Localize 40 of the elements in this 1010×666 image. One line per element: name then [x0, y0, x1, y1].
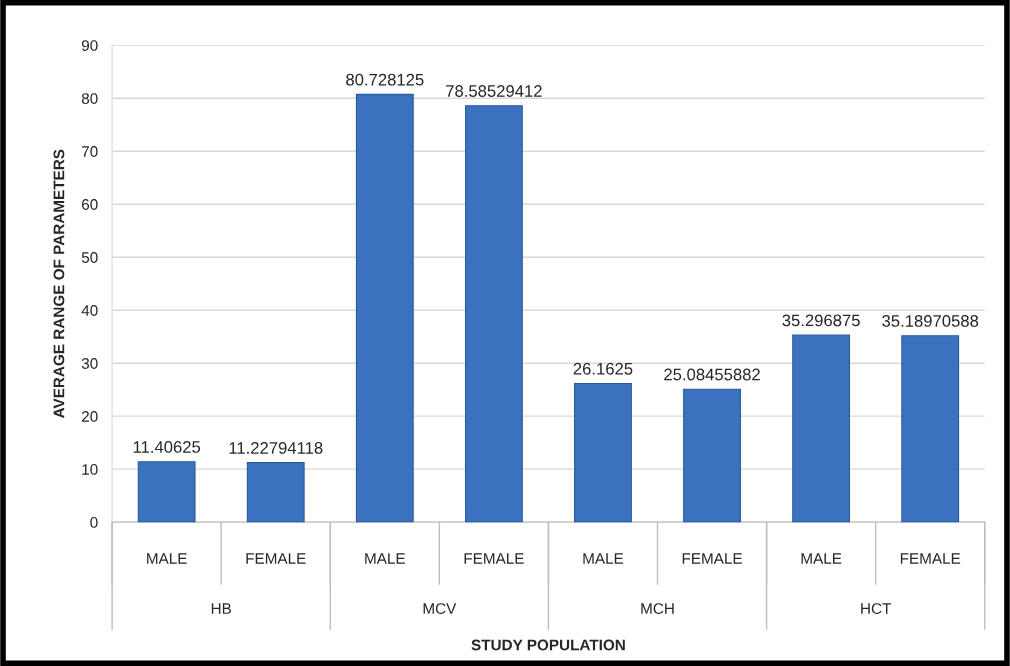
y-tick-label: 0 — [90, 517, 98, 528]
bar — [137, 461, 196, 523]
y-tick-label: 90 — [81, 40, 98, 51]
y-tick-label: 20 — [82, 411, 98, 422]
x-tick-label: MALE — [365, 553, 405, 564]
y-tick-label: 50 — [81, 252, 98, 263]
y-tick-label: 70 — [82, 146, 98, 157]
text: MCV — [423, 603, 457, 614]
x-tick-label: MALE — [147, 553, 187, 564]
bar — [464, 105, 523, 523]
bar — [683, 388, 741, 523]
text: HCT — [861, 603, 892, 614]
data-label: 35.296875 — [782, 314, 860, 327]
x-tick-label: MALE — [801, 553, 842, 564]
x-tick-label: FEMALE — [900, 553, 961, 564]
y-tick-label: 40 — [81, 305, 98, 316]
data-label: 80.728125 — [346, 73, 424, 86]
data-label: 25.08455882 — [664, 368, 760, 381]
y-tick-label: 80 — [81, 93, 98, 104]
data-label: 26.1625 — [573, 362, 633, 375]
bar — [246, 462, 305, 523]
x-tick-label: MALE — [583, 553, 624, 564]
x-axis-title: STUDY POPULATION — [471, 639, 625, 651]
x-tick-label: FEMALE — [464, 553, 524, 564]
text: MCH — [641, 603, 674, 614]
data-label: 35.18970588 — [882, 315, 979, 327]
data-label: 11.40625 — [133, 441, 201, 453]
text: HB — [211, 603, 231, 614]
x-tick-label: FEMALE — [682, 553, 742, 564]
y-tick-label: 30 — [81, 358, 98, 369]
x-tick-label: FEMALE — [246, 553, 306, 564]
y-axis-title: AVERAGE RANGE OF PARAMETERS — [53, 149, 65, 419]
bar — [901, 335, 960, 523]
bar — [355, 93, 414, 523]
bar — [574, 382, 632, 523]
data-label: 78.58529412 — [446, 85, 542, 97]
data-label: 11.22794118 — [229, 442, 323, 454]
y-tick-label: 10 — [82, 464, 98, 475]
bar — [792, 334, 851, 523]
y-tick-label: 60 — [82, 199, 98, 210]
